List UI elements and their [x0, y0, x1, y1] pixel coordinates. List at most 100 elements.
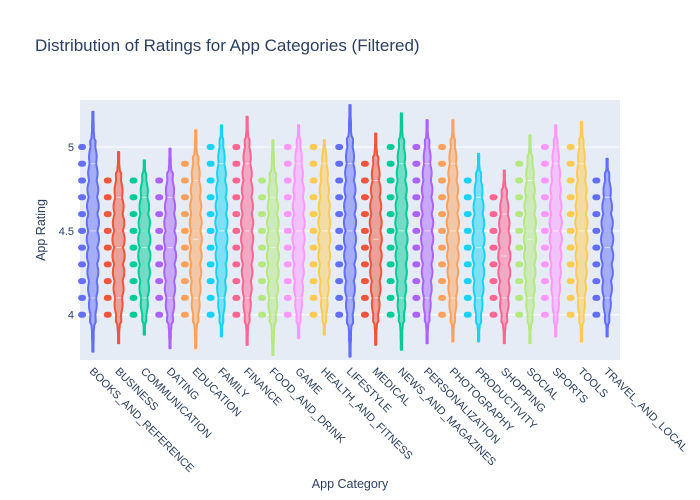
- data-point: [515, 278, 524, 285]
- data-point: [103, 244, 112, 251]
- data-point: [232, 294, 241, 301]
- data-point: [283, 311, 292, 318]
- data-point: [129, 311, 138, 318]
- data-point: [155, 227, 164, 234]
- data-point: [463, 177, 472, 184]
- violin-body: [420, 119, 435, 345]
- violin-body: [85, 110, 100, 353]
- data-point: [283, 294, 292, 301]
- data-point: [540, 244, 549, 251]
- data-point: [309, 278, 318, 285]
- data-point: [309, 194, 318, 201]
- data-point: [232, 194, 241, 201]
- data-point: [463, 227, 472, 234]
- data-point: [592, 211, 601, 218]
- data-point: [566, 278, 575, 285]
- data-point: [540, 278, 549, 285]
- data-point: [438, 160, 447, 167]
- data-point: [258, 227, 267, 234]
- data-point: [155, 261, 164, 268]
- data-point: [232, 211, 241, 218]
- data-point: [412, 194, 421, 201]
- violin-game: [283, 124, 306, 340]
- data-point: [283, 194, 292, 201]
- data-point: [155, 311, 164, 318]
- data-point: [155, 177, 164, 184]
- data-point: [309, 160, 318, 167]
- data-point: [438, 227, 447, 234]
- data-point: [155, 278, 164, 285]
- violin-business: [103, 151, 126, 345]
- violin-body: [497, 169, 512, 345]
- data-point: [206, 311, 215, 318]
- data-point: [592, 194, 601, 201]
- data-point: [78, 211, 87, 218]
- data-point: [566, 294, 575, 301]
- data-point: [155, 244, 164, 251]
- data-point: [103, 211, 112, 218]
- data-point: [592, 278, 601, 285]
- data-point: [386, 278, 395, 285]
- data-point: [489, 294, 498, 301]
- data-point: [463, 278, 472, 285]
- data-point: [283, 261, 292, 268]
- violin-dating: [155, 147, 178, 350]
- data-point: [386, 244, 395, 251]
- data-point: [155, 294, 164, 301]
- violin-family: [206, 124, 229, 338]
- data-point: [78, 194, 87, 201]
- data-point: [566, 160, 575, 167]
- y-tick-label: 5: [68, 142, 74, 154]
- data-point: [566, 177, 575, 184]
- data-point: [129, 194, 138, 201]
- data-point: [103, 294, 112, 301]
- data-point: [258, 294, 267, 301]
- data-point: [309, 143, 318, 150]
- data-point: [258, 244, 267, 251]
- data-point: [386, 261, 395, 268]
- data-point: [360, 294, 369, 301]
- data-point: [592, 177, 601, 184]
- data-point: [129, 244, 138, 251]
- data-point: [258, 211, 267, 218]
- data-point: [540, 143, 549, 150]
- data-point: [283, 278, 292, 285]
- data-point: [515, 244, 524, 251]
- data-point: [180, 160, 189, 167]
- data-point: [360, 311, 369, 318]
- data-point: [129, 294, 138, 301]
- violin-personalization: [412, 119, 435, 345]
- data-point: [283, 244, 292, 251]
- data-point: [489, 244, 498, 251]
- data-point: [360, 194, 369, 201]
- data-point: [515, 227, 524, 234]
- data-point: [540, 160, 549, 167]
- data-point: [489, 194, 498, 201]
- data-point: [515, 160, 524, 167]
- data-point: [232, 227, 241, 234]
- data-point: [180, 278, 189, 285]
- violin-books-and-reference: [78, 110, 100, 353]
- data-point: [206, 143, 215, 150]
- data-point: [180, 194, 189, 201]
- data-point: [309, 244, 318, 251]
- data-point: [412, 311, 421, 318]
- data-point: [155, 211, 164, 218]
- chart-title: Distribution of Ratings for App Categori…: [35, 36, 420, 55]
- data-point: [258, 311, 267, 318]
- data-point: [206, 211, 215, 218]
- data-point: [489, 261, 498, 268]
- data-point: [438, 211, 447, 218]
- data-point: [335, 278, 344, 285]
- violin-body: [317, 139, 332, 336]
- data-point: [438, 278, 447, 285]
- data-point: [489, 211, 498, 218]
- data-point: [335, 143, 344, 150]
- data-point: [540, 211, 549, 218]
- data-point: [438, 294, 447, 301]
- data-point: [360, 160, 369, 167]
- data-point: [592, 261, 601, 268]
- data-point: [103, 261, 112, 268]
- data-point: [412, 227, 421, 234]
- data-point: [566, 244, 575, 251]
